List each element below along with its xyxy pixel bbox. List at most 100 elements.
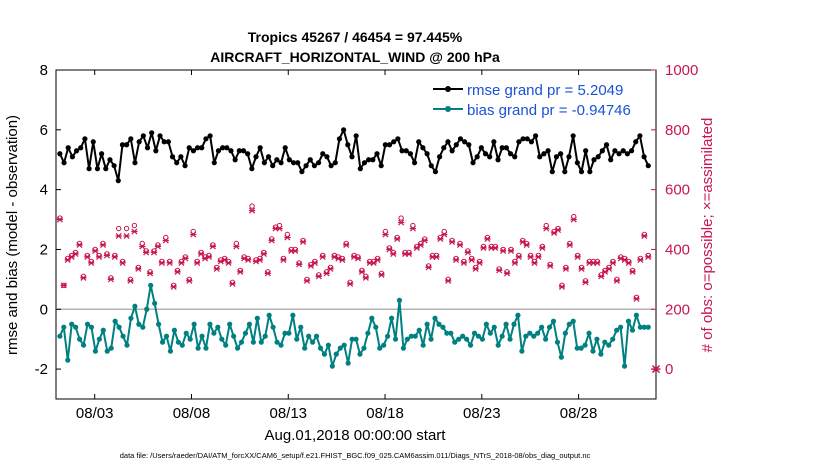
rmse-point [124,142,130,148]
rmse-line [58,128,650,182]
rmse-point [165,139,171,145]
y-axis-left-label: rmse and bias (model - observation) [4,115,21,355]
bias-point [88,324,95,330]
rmse-point [578,169,585,175]
rmse-point [520,136,526,142]
bias-point [357,351,363,357]
rmse-point [399,148,405,154]
obs-assimilated-point [303,277,311,284]
obs-assimilated-point [390,250,397,257]
rmse-point [132,160,138,166]
bias-point [511,321,517,327]
rmse-point [324,154,330,160]
bias-point [349,336,355,342]
rmse-point [453,142,459,148]
rmse-point [403,148,409,154]
rmse-point [482,151,489,157]
rmse-point [357,166,363,172]
bias-point [80,342,87,348]
bias-point [282,330,288,336]
obs-possible-point [123,225,130,232]
bias-point [317,345,324,351]
obs-assimilated-point [229,280,236,287]
bias-point [562,330,568,336]
x-axis-label: Aug.01,2018 00:00:00 start [265,427,447,444]
obs-assimilated-point [594,259,601,266]
obs-assimilated-point [480,244,487,251]
obs-assimilated-point [221,256,228,263]
bias-point [136,321,142,327]
obs-assimilated-point [56,216,63,223]
rmse-point [407,151,413,157]
obs-assimilated-point [405,250,413,257]
rmse-point [495,157,501,163]
rmse-point [612,148,618,154]
bias-point [381,342,387,348]
obs-assimilated-point [413,244,420,251]
rmse-point [378,163,384,169]
bias-point [456,336,462,342]
bias-point [598,351,604,357]
obs-assimilated-point [339,256,346,263]
rmse-point [295,160,301,166]
bias-point [274,339,280,345]
rmse-point [441,145,447,151]
bias-point [629,327,636,333]
obs-assimilated-point [515,253,522,260]
bias-point [187,336,193,342]
bias-point [495,342,501,348]
obs-assimilated-point [190,231,197,238]
obs-assimilated-point [135,265,142,272]
bias-point [420,342,426,348]
right-tick-label: 0 [665,361,673,378]
obs-assimilated-point [146,270,154,277]
rmse-point [253,154,259,160]
bias-point [365,330,371,336]
bias-point [361,345,367,351]
bias-point [306,333,312,339]
rmse-point [249,166,255,172]
rmse-point [90,139,96,145]
obs-assimilated-point [284,234,291,241]
rmse-point [144,145,151,151]
rmse-point [119,142,126,148]
obs-assimilated-point [150,249,158,256]
obs-assimilated-point [88,259,95,266]
obs-assimilated-point [543,225,550,232]
rmse-point [353,133,359,139]
obs-assimilated-point [280,256,287,263]
bias-point [286,330,292,336]
bias-point [246,321,253,327]
bias-point [586,330,592,336]
rmse-point [374,151,380,157]
rmse-point [566,154,572,160]
rmse-point [512,154,518,160]
bias-point [73,324,79,330]
obs-assimilated-point [456,241,464,248]
obs-assimilated-point [166,259,173,266]
rmse-point [336,136,343,142]
rmse-point [265,154,272,160]
obs-assimilated-point [68,253,75,260]
rmse-point [524,136,530,142]
obs-assimilated-point [182,255,189,262]
obs-assimilated-point [268,237,275,244]
bias-point [104,348,110,354]
obs-assimilated-point [452,256,460,263]
obs-assimilated-point [60,282,67,289]
bias-point [341,342,347,348]
rmse-point [587,169,593,175]
rmse-point [215,148,222,154]
bias-point [621,363,628,369]
bias-point [546,324,553,330]
bias-point [310,339,316,345]
bias-point [377,345,383,351]
rmse-point [194,145,201,151]
rmse-point [274,157,280,163]
rmse-point [220,145,226,151]
obs-assimilated-point [213,265,220,272]
obs-assimilated-point [613,277,620,284]
obs-assimilated-point [566,241,573,248]
data-marks [56,127,661,374]
obs-assimilated-point [311,259,318,266]
